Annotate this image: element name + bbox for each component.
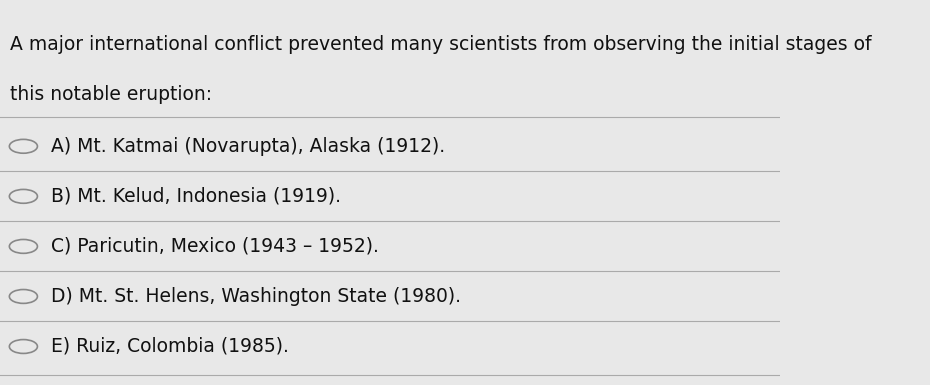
Text: E) Ruiz, Colombia (1985).: E) Ruiz, Colombia (1985).	[51, 337, 288, 356]
Text: B) Mt. Kelud, Indonesia (1919).: B) Mt. Kelud, Indonesia (1919).	[51, 187, 340, 206]
Text: A major international conflict prevented many scientists from observing the init: A major international conflict prevented…	[10, 35, 871, 54]
Text: C) Paricutin, Mexico (1943 – 1952).: C) Paricutin, Mexico (1943 – 1952).	[51, 237, 379, 256]
Text: this notable eruption:: this notable eruption:	[10, 85, 212, 104]
Text: A) Mt. Katmai (Novarupta), Alaska (1912).: A) Mt. Katmai (Novarupta), Alaska (1912)…	[51, 137, 445, 156]
Text: D) Mt. St. Helens, Washington State (1980).: D) Mt. St. Helens, Washington State (198…	[51, 287, 460, 306]
